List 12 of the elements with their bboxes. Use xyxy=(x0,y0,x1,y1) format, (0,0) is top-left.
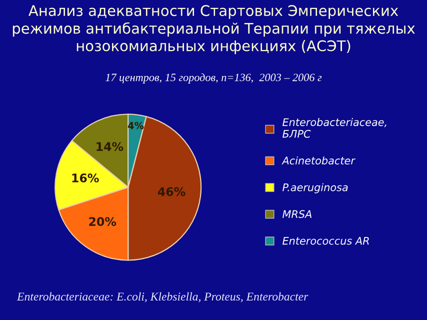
legend-label: Enterobacteriaceae, БЛРС xyxy=(282,118,386,138)
data-label: 46% xyxy=(158,187,186,196)
chart-subtitle: 17 центров, 15 городов, n=136, 2003 – 2006 г xyxy=(106,73,322,84)
data-label: 16% xyxy=(72,173,99,182)
data-label: 14% xyxy=(96,142,124,152)
text: Enterobacteriaceae: E.coli, Klebsiella, Proteus, Enterobacter xyxy=(16,292,308,302)
legend-label: MRSA xyxy=(282,210,312,218)
data-label: 20% xyxy=(89,217,116,226)
legend-label: Acinetobacter xyxy=(282,156,356,165)
legend-label: P.aeruginosa xyxy=(282,183,348,194)
legend-label: Enterococcus AR xyxy=(282,237,369,245)
chart-title: Анализ адекватности Стартовых Эмперических режимов антибактериальной Терапии при тяжелых нозокомиальных инфекциях (АСЭТ) xyxy=(12,5,415,54)
